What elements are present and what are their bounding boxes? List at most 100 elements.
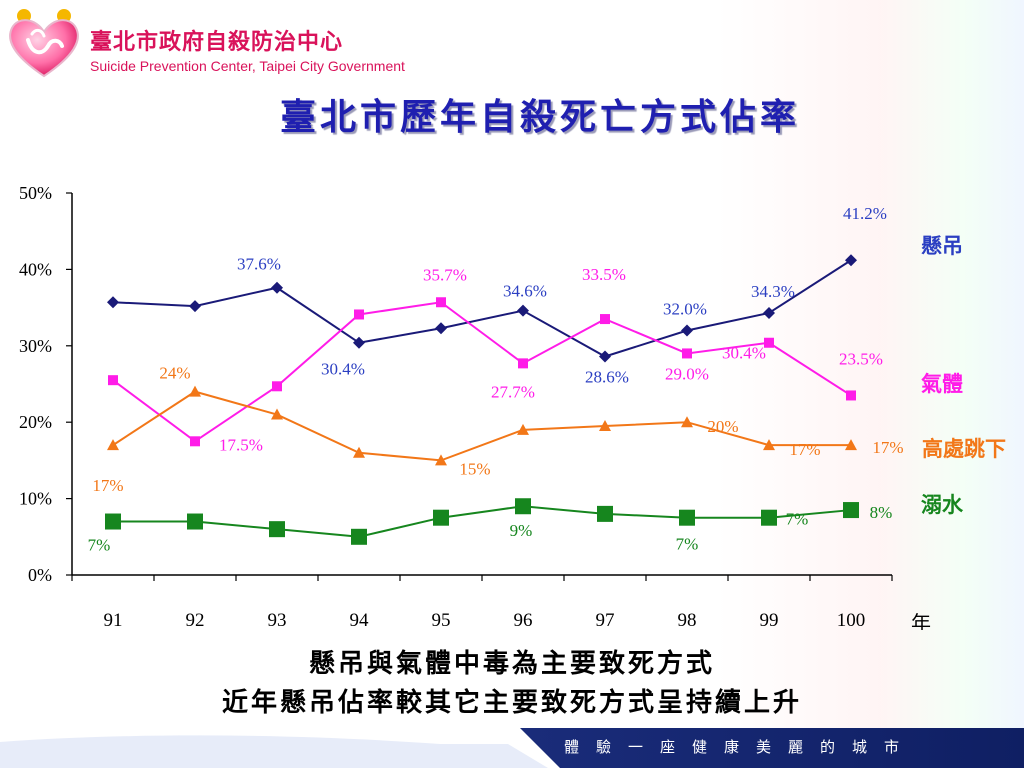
y-tick-label: 50% [19,183,52,203]
data-label: 30.4% [722,344,766,363]
slide-title: 臺北市歷年自殺死亡方式佔率 [279,96,800,138]
data-point-marker [763,306,775,319]
data-point-marker [679,509,695,526]
series-line [112,301,852,443]
data-label: 17.5% [219,435,263,454]
organization-name-en: Suicide Prevention Center, Taipei City G… [90,58,405,74]
series-line [112,390,851,462]
data-point-marker [107,296,119,309]
data-label: 27.7% [491,382,535,401]
data-label: 7% [786,510,809,529]
caption-line-1: 懸吊與氣體中毒為主要致死方式 [308,649,715,679]
data-point-marker [189,300,201,313]
data-label: 37.6% [237,255,281,274]
data-point-marker [846,390,856,401]
data-point-marker [515,498,531,515]
series-legend-label: 懸吊 [921,234,963,258]
x-tick-label: 97 [596,610,615,630]
data-label: 9% [510,521,533,540]
data-point-marker [107,439,119,451]
data-point-marker [843,502,859,519]
data-point-marker [518,358,528,369]
data-point-marker [435,454,447,466]
x-tick-label: 95 [432,610,451,630]
line-chart: 0% 10% 20% 30% 40% 50% 91 92 93 94 95 96 97 98 99 100 年 3… [19,183,1006,630]
x-tick-label: 93 [268,610,287,630]
data-label: 8% [870,503,893,522]
y-tick-label: 20% [19,412,52,432]
data-point-marker [271,281,283,294]
data-label: 34.6% [503,282,547,301]
data-label: 33.5% [582,265,626,284]
data-label: 24% [159,364,190,383]
data-point-marker [761,509,777,526]
data-point-marker [763,439,775,451]
footer-band [0,728,1024,768]
data-label: 7% [676,535,699,554]
data-point-marker [353,336,365,349]
data-point-marker [597,505,613,522]
data-point-marker [353,446,365,458]
series-line [113,505,852,538]
data-point-marker [599,350,611,363]
data-point-marker [190,436,200,447]
data-label: 17% [789,440,820,459]
data-label: 7% [88,536,111,555]
data-label: 17% [872,438,903,457]
data-point-marker [354,309,364,320]
x-tick-label: 100 [837,610,866,630]
data-point-marker [271,408,283,420]
data-label: 30.4% [321,360,365,379]
data-point-marker [517,423,529,435]
series-line [112,259,852,358]
data-point-marker [764,337,774,348]
suicide-prevention-center-logo [9,9,79,78]
data-point-marker [272,381,282,392]
data-point-marker [845,439,857,451]
y-tick-label: 40% [19,259,52,279]
data-point-marker [599,420,611,432]
data-point-marker [845,254,857,267]
data-point-marker [517,304,529,317]
data-label: 28.6% [585,367,629,386]
y-tick-label: 30% [19,336,52,356]
data-label: 15% [459,459,490,478]
data-point-marker [269,521,285,538]
y-tick-label: 0% [28,565,52,585]
data-point-marker [682,348,692,359]
data-point-marker [435,322,447,335]
x-tick-label: 91 [104,610,123,630]
series-legend-label: 溺水 [921,493,964,517]
data-label: 29.0% [665,364,709,383]
data-label: 20% [707,417,738,436]
data-label: 41.2% [843,204,887,223]
data-point-marker [433,509,449,526]
data-point-marker [105,513,121,530]
data-label: 34.3% [751,282,795,301]
data-point-marker [108,375,118,386]
data-point-marker [189,385,201,397]
data-point-marker [681,324,693,337]
footer-slogan: 體驗一座健康美麗的城市 [564,738,917,756]
x-tick-label: 92 [186,610,205,630]
organization-name-zh: 臺北市政府自殺防治中心 [90,30,344,55]
caption-line-2: 近年懸吊佔率較其它主要致死方式呈持續上升 [221,688,802,718]
data-point-marker [187,513,203,530]
data-label: 23.5% [839,349,883,368]
x-tick-label: 94 [350,610,370,630]
data-point-marker [436,297,446,308]
x-tick-label: 99 [760,610,779,630]
y-tick-label: 10% [19,489,52,509]
data-point-marker [351,528,367,545]
series-legend-label: 高處跳下 [922,437,1006,461]
data-label: 35.7% [423,265,467,284]
data-point-marker [681,416,693,428]
data-label: 17% [92,476,123,495]
x-tick-label: 96 [514,610,533,630]
x-axis-label: 年 [911,611,931,630]
x-tick-label: 98 [678,610,697,630]
data-label: 32.0% [663,300,707,319]
series-legend-label: 氣體 [921,372,963,396]
data-point-marker [600,314,610,325]
